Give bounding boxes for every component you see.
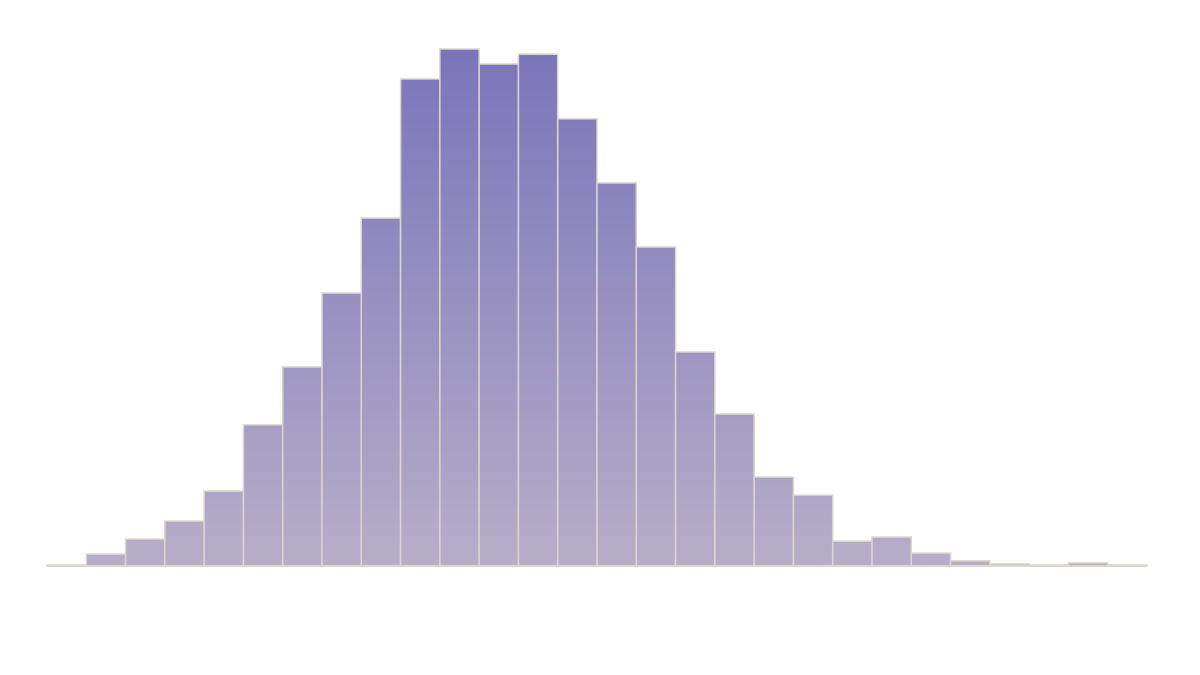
bar [831,540,873,567]
bar [635,246,677,567]
bar [714,413,755,567]
bar [203,490,245,567]
bar [517,53,559,567]
bar [164,520,205,567]
bar [439,48,480,567]
bar [674,351,716,567]
bar [753,476,795,567]
bar [792,494,834,567]
bar [85,553,127,567]
bar [360,217,402,567]
bar [281,366,323,567]
bar [910,552,952,567]
bar [556,118,598,567]
bar [124,538,166,567]
bar [871,536,913,567]
bar [399,78,441,567]
bar [596,182,638,567]
bar [242,424,284,567]
bar [321,292,363,567]
bar [478,63,520,567]
